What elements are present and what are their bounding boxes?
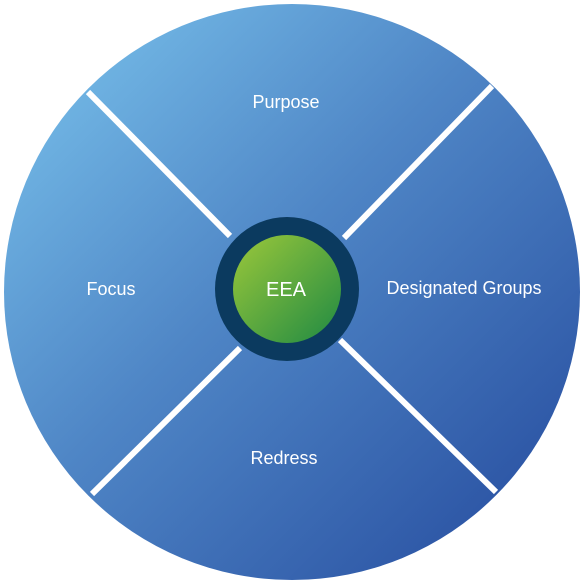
segment-label-designated-groups: Designated Groups xyxy=(386,278,541,298)
divider-bottom-left xyxy=(89,345,243,497)
center-hub xyxy=(233,235,341,343)
segment-label-redress: Redress xyxy=(250,448,317,468)
divider-top-left xyxy=(85,89,233,239)
divider-bottom-right xyxy=(337,337,499,495)
center-label: EEA xyxy=(266,279,307,301)
segment-label-purpose: Purpose xyxy=(252,92,319,112)
divider-top-right xyxy=(341,83,495,241)
segment-label-focus: Focus xyxy=(86,279,135,299)
